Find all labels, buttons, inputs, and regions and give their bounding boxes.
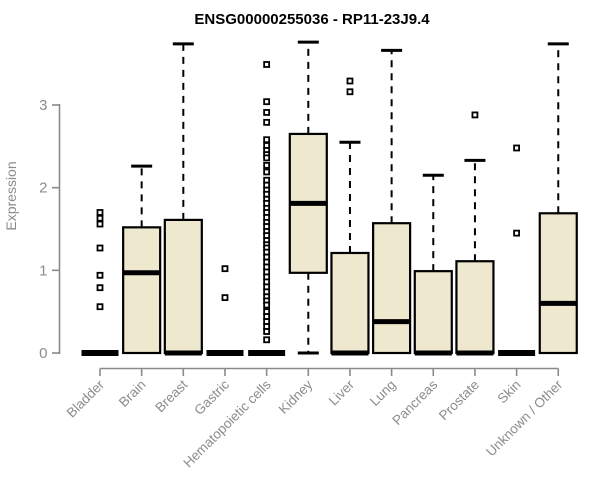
y-axis-tick-label: 1 — [39, 262, 47, 279]
outlier-point — [96, 303, 104, 311]
outlier-point — [96, 271, 104, 279]
outlier-point — [263, 136, 271, 144]
outlier-point — [263, 98, 271, 106]
boxplot-group — [498, 144, 536, 356]
boxplot-group — [122, 164, 162, 355]
outlier-point — [346, 88, 354, 96]
box-iqr — [455, 260, 495, 355]
outlier-point — [346, 77, 354, 85]
collapsed-box-bar — [248, 350, 286, 356]
y-axis-label: Expression — [3, 161, 19, 230]
collapsed-box-bar — [498, 350, 536, 356]
box-iqr — [413, 270, 453, 355]
boxplot-group — [538, 42, 578, 355]
x-axis-category-label: Gastric — [191, 377, 232, 418]
x-axis-category-label: Breast — [152, 377, 190, 415]
outlier-point — [263, 336, 271, 344]
x-axis-category-label: Kidney — [276, 377, 316, 417]
chart-title: ENSG00000255036 - RP11-23J9.4 — [194, 11, 430, 28]
outlier-point — [263, 61, 271, 68]
x-axis-category-label: Lung — [367, 377, 399, 409]
y-axis-tick-label: 3 — [39, 97, 47, 114]
boxplot-group — [455, 111, 495, 356]
outlier-point — [96, 209, 104, 216]
x-axis-category-label: Pancreas — [389, 377, 440, 428]
x-axis-category-label: Skin — [495, 377, 524, 406]
boxplot-group — [163, 42, 203, 356]
x-axis-category-label: Brain — [116, 377, 149, 410]
outlier-point — [221, 265, 229, 273]
boxplot-group — [288, 40, 328, 355]
outlier-point — [263, 328, 271, 335]
x-axis-category-label: Prostate — [436, 377, 482, 423]
boxplot-group — [413, 173, 453, 356]
box-iqr — [122, 226, 162, 355]
outlier-point — [263, 109, 271, 116]
outlier-point — [221, 294, 229, 302]
boxplot-group — [248, 61, 286, 356]
outlier-point — [513, 144, 520, 152]
boxplot-group — [330, 77, 370, 356]
outlier-point — [263, 168, 271, 176]
outlier-point — [471, 111, 479, 119]
x-axis-category-label: Unknown / Other — [483, 377, 566, 460]
box-iqr — [163, 218, 203, 355]
x-axis-category-label: Liver — [326, 377, 358, 409]
outlier-point — [96, 284, 104, 292]
outlier-point — [263, 161, 271, 169]
boxplot-group — [372, 48, 412, 355]
box-iqr — [538, 212, 578, 355]
outlier-point — [96, 220, 104, 228]
boxplot-series-layer — [81, 40, 578, 356]
outlier-point — [513, 229, 520, 237]
outlier-point — [263, 301, 271, 309]
collapsed-box-bar — [206, 350, 244, 356]
x-axis-category-label: Bladder — [64, 377, 108, 421]
collapsed-box-bar — [81, 350, 119, 356]
outlier-point — [96, 244, 104, 252]
box-iqr — [372, 222, 412, 355]
y-axis-tick-label: 2 — [39, 180, 47, 197]
boxplot-group — [206, 265, 244, 356]
outlier-point — [263, 118, 271, 126]
box-iqr — [330, 251, 370, 355]
boxplot-group — [81, 209, 119, 356]
outlier-point — [263, 154, 271, 162]
y-axis-tick-label: 0 — [39, 345, 47, 362]
outlier-point — [96, 214, 104, 222]
